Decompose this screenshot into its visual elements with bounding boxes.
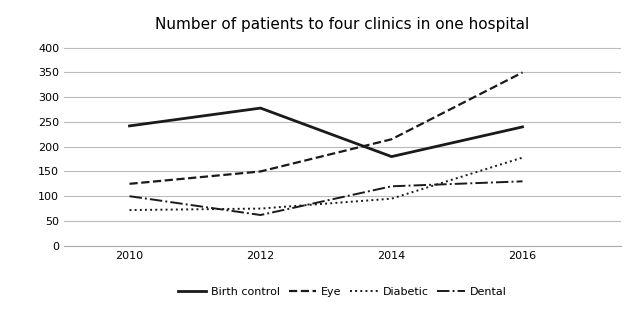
Title: Number of patients to four clinics in one hospital: Number of patients to four clinics in on… xyxy=(156,17,529,32)
Legend: Birth control, Eye, Diabetic, Dental: Birth control, Eye, Diabetic, Dental xyxy=(174,283,511,301)
